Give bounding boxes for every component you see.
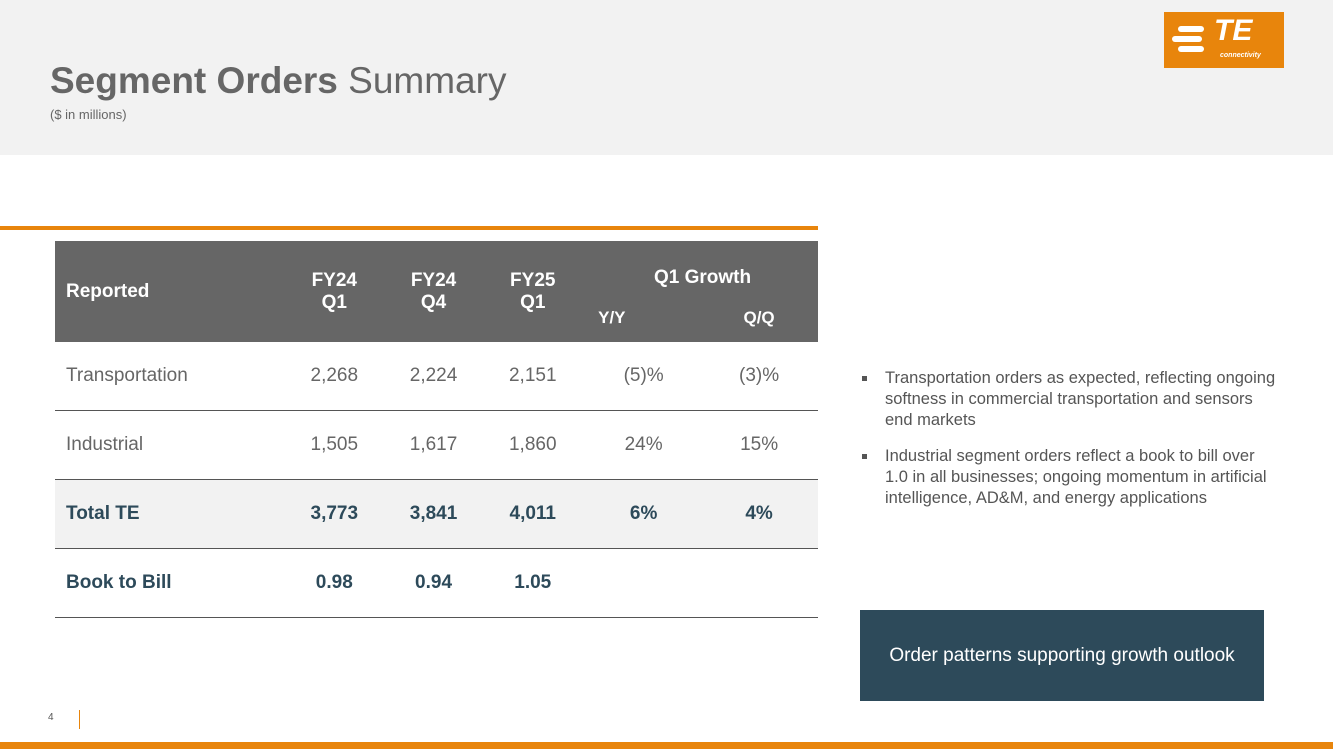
page-title: Segment Orders Summary [50, 60, 507, 101]
col-q1-growth: Q1 Growth [587, 241, 818, 293]
table-cell: 3,841 [388, 479, 479, 549]
table-cell: 2,224 [388, 342, 479, 411]
bullet-item: Transportation orders as expected, refle… [862, 368, 1282, 431]
table-cell: 1,505 [279, 410, 389, 480]
table-cell: 24% [587, 410, 701, 480]
orange-rule [0, 226, 818, 230]
te-logo: TE connectivity [1164, 12, 1284, 68]
table-cell: (5)% [587, 342, 701, 411]
col-fy24q1: FY24 Q1 [279, 241, 389, 342]
orders-table: Reported FY24 Q1 FY24 Q4 FY25 Q1 Q1 Growth … [55, 241, 818, 618]
table-cell: 3,773 [279, 479, 389, 549]
table-row: Total TE 3,773 3,841 4,011 6% 4% [55, 479, 818, 549]
table-cell: 15% [700, 410, 818, 480]
bullet-item: Industrial segment orders reflect a book… [862, 446, 1282, 509]
table-cell: 1,860 [478, 410, 588, 480]
table-cell: Total TE [55, 479, 280, 549]
table-cell [700, 548, 818, 618]
table-cell: 2,268 [279, 342, 389, 411]
col-fy25q1: FY25 Q1 [478, 241, 588, 342]
page-divider [79, 710, 80, 729]
callout-box: Order patterns supporting growth outlook [860, 610, 1264, 701]
table-cell: 0.98 [279, 548, 389, 618]
table-cell: Industrial [55, 410, 280, 480]
table-cell: 1.05 [478, 548, 588, 618]
subtitle: ($ in millions) [50, 107, 127, 122]
table-row: Book to Bill 0.98 0.94 1.05 [55, 548, 818, 618]
table-cell: 2,151 [478, 342, 588, 411]
table-cell: Transportation [55, 342, 280, 411]
col-qq: Q/Q [700, 293, 818, 342]
table-cell: 4% [700, 479, 818, 549]
bullet-list: Transportation orders as expected, refle… [862, 368, 1282, 524]
col-yy: Y/Y [587, 293, 701, 342]
table-cell: (3)% [700, 342, 818, 411]
table-row: Transportation 2,268 2,224 2,151 (5)% (3)% [55, 342, 818, 411]
page-number: 4 [48, 712, 54, 723]
table-cell: 0.94 [388, 548, 479, 618]
table-row: Industrial 1,505 1,617 1,860 24% 15% [55, 410, 818, 480]
col-fy24q4: FY24 Q4 [388, 241, 479, 342]
table-cell: 4,011 [478, 479, 588, 549]
table-cell: 6% [587, 479, 701, 549]
col-reported: Reported [55, 241, 280, 342]
table-cell: Book to Bill [55, 548, 280, 618]
header-band [0, 0, 1333, 155]
table-cell: 1,617 [388, 410, 479, 480]
table-cell [587, 548, 701, 618]
footer-bar [0, 742, 1333, 749]
